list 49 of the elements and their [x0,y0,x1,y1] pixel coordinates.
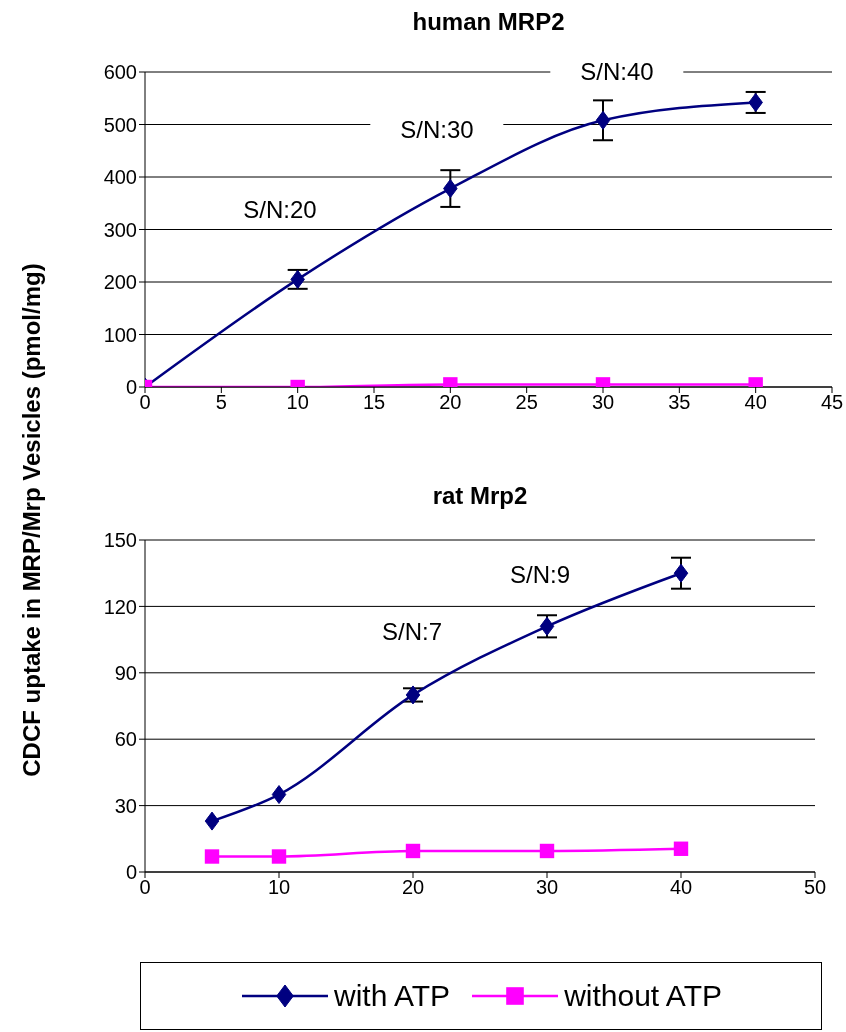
x-tick-label: 25 [515,391,538,414]
x-tick-label: 5 [215,391,227,414]
annotation: S/N:20 [213,192,347,228]
x-tick-label: 15 [362,391,386,414]
point [271,785,287,805]
point [204,811,220,831]
y-axis-title: CDCF uptake in MRP/Mrp Vesicles (pmol/mg) [18,263,46,777]
x-tick-label: 30 [591,391,615,414]
x-tick-label: 50 [803,876,827,899]
x-tick-label: 45 [820,391,844,414]
y-tick-label: 60 [114,728,137,751]
x-tick-label: 40 [744,391,767,414]
y-tick-label: 90 [114,661,137,684]
chart-title: human MRP2 [411,8,566,36]
annotation: S/N:9 [479,557,601,593]
point [539,843,555,859]
x-tick-label: 10 [267,876,291,899]
x-tick-label: 35 [668,391,691,414]
y-tick-label: 0 [125,376,137,399]
y-tick-label: 600 [103,61,137,84]
x-tick-label: 20 [439,391,462,414]
y-tick-label: 150 [103,529,137,552]
annotation: S/N:30 [370,112,504,148]
y-tick-label: 30 [114,794,137,817]
y-tick-label: 400 [103,166,137,189]
point [673,841,689,856]
point [405,843,421,859]
x-tick-label: 20 [401,876,425,899]
annotation: S/N:40 [550,54,684,90]
y-tick-label: 120 [103,595,137,618]
x-tick-label: 40 [669,876,693,899]
point [595,110,611,130]
point [443,179,458,199]
point [271,849,287,864]
chart-title: rat Mrp2 [431,482,529,510]
annotation: S/N:7 [351,614,473,650]
legend-label: without ATP [564,979,722,1013]
y-tick-label: 500 [103,113,137,136]
y-tick-label: 100 [103,323,137,346]
y-tick-label: 300 [103,218,137,241]
x-tick-label: 30 [535,876,559,899]
x-tick-label: 0 [139,391,151,414]
point [673,563,689,583]
legend-label: with ATP [333,979,451,1013]
y-tick-label: 0 [125,861,137,884]
x-tick-label: 10 [286,391,309,414]
y-tick-label: 200 [103,271,137,294]
point [204,849,220,864]
x-tick-label: 0 [139,876,151,899]
